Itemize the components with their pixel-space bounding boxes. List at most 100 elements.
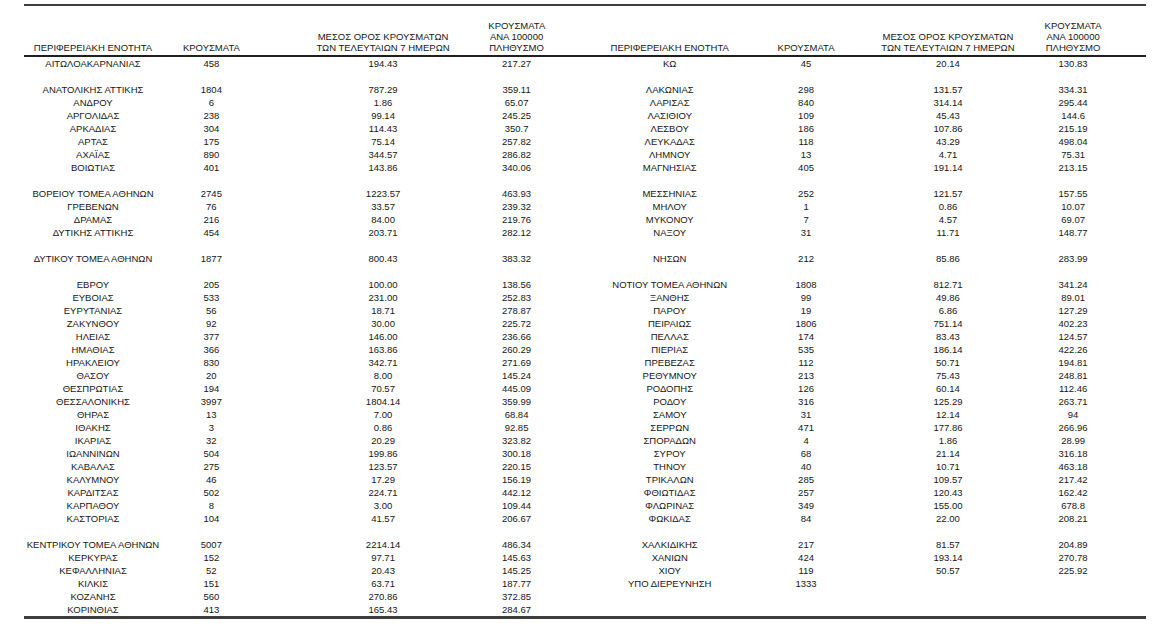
per100k-cell: 206.67 — [505, 512, 527, 525]
per100k-cell: 215.19 — [1038, 122, 1108, 135]
table-row — [585, 590, 1146, 603]
table-row: ΚΑΣΤΟΡΙΑΣ 104 41.57 206.67 — [24, 512, 585, 525]
table-row: ΥΠΟ ΔΙΕΡΕΥΝΗΣΗ 1333 — [585, 577, 1146, 590]
cases-cell: 424 — [754, 551, 857, 564]
avg7-cell: 143.86 — [261, 161, 506, 174]
region-name-cell: ΕΒΡΟΥ — [24, 278, 162, 291]
per100k-cell: 112.46 — [1038, 382, 1108, 395]
row-spacer-cell — [1108, 200, 1146, 213]
table-row — [24, 174, 585, 187]
per100k-cell: 213.15 — [1038, 161, 1108, 174]
avg7-cell: 114.43 — [261, 122, 506, 135]
region-name-cell: ΙΘΑΚΗΣ — [24, 421, 162, 434]
table-row: ΦΘΙΩΤΙΔΑΣ 257 120.43 162.42 — [585, 486, 1146, 499]
cases-cell: 285 — [754, 473, 857, 486]
per100k-cell: 486.34 — [505, 538, 527, 551]
cases-cell: 471 — [754, 421, 857, 434]
row-spacer-cell — [1108, 174, 1146, 187]
table-row: ΛΑΡΙΣΑΣ 840 314.14 295.44 — [585, 96, 1146, 109]
per100k-cell: 162.42 — [1038, 486, 1108, 499]
avg7-cell: 109.57 — [858, 473, 1039, 486]
cases-cell: 1333 — [754, 577, 857, 590]
per100k-cell: 300.18 — [505, 447, 527, 460]
row-spacer-cell — [528, 356, 585, 369]
avg7-cell: 131.57 — [858, 83, 1039, 96]
region-name-cell: ΙΩΑΝΝΙΝΩΝ — [24, 447, 162, 460]
per100k-cell: 68.84 — [505, 408, 527, 421]
row-spacer-cell — [528, 395, 585, 408]
table-row: ΦΛΩΡΙΝΑΣ 349 155.00 678.8 — [585, 499, 1146, 512]
row-spacer-cell — [1108, 161, 1146, 174]
per100k-cell — [1038, 590, 1108, 603]
row-spacer-cell — [528, 382, 585, 395]
avg7-cell: 2214.14 — [261, 538, 506, 551]
row-spacer-cell — [528, 278, 585, 291]
region-name-cell: ΘΕΣΣΑΛΟΝΙΚΗΣ — [24, 395, 162, 408]
row-spacer-cell — [1108, 226, 1146, 239]
column-header-region: ΠΕΡΙΦΕΡΕΙΑΚΗ ΕΝΟΤΗΤΑ — [24, 42, 162, 53]
region-name-cell: ΣΑΜΟΥ — [585, 408, 754, 421]
row-spacer-cell — [1108, 96, 1146, 109]
table-row: ΛΕΣΒΟΥ 186 107.86 215.19 — [585, 122, 1146, 135]
region-name-cell: ΜΑΓΝΗΣΙΑΣ — [585, 161, 754, 174]
table-row: ΛΑΣΙΘΙΟΥ 109 45.43 144.6 — [585, 109, 1146, 122]
table-row — [585, 265, 1146, 278]
per100k-cell: 109.44 — [505, 499, 527, 512]
per100k-cell: 157.55 — [1038, 187, 1108, 200]
region-name-cell: ΚΩ — [585, 57, 754, 70]
avg7-cell: 186.14 — [858, 343, 1039, 356]
regional-cases-table: ΠΕΡΙΦΕΡΕΙΑΚΗ ΕΝΟΤΗΤΑ ΚΡΟΥΣΜΑΤΑ ΜΕΣΟΣ ΟΡΟ… — [24, 4, 1146, 619]
cases-cell: 257 — [754, 486, 857, 499]
per100k-cell: 217.42 — [1038, 473, 1108, 486]
table-row: ΖΑΚΥΝΘΟΥ 92 30.00 225.72 — [24, 317, 585, 330]
avg7-cell: 7.00 — [261, 408, 506, 421]
row-spacer-cell — [1108, 83, 1146, 96]
cases-cell: 152 — [162, 551, 261, 564]
cases-cell: 6 — [162, 96, 261, 109]
table-row: ΜΗΛΟΥ 1 0.86 10.07 — [585, 200, 1146, 213]
per100k-cell: 148.77 — [1038, 226, 1108, 239]
cases-cell: 830 — [162, 356, 261, 369]
column-header-avg7: ΜΕΣΟΣ ΟΡΟΣ ΚΡΟΥΣΜΑΤΩΝ ΤΩΝ ΤΕΛΕΥΤΑΙΩΝ 7 Η… — [261, 31, 506, 53]
region-name-cell: ΛΗΜΝΟΥ — [585, 148, 754, 161]
table-row: ΗΜΑΘΙΑΣ 366 163.86 260.29 — [24, 343, 585, 356]
row-spacer-cell — [528, 83, 585, 96]
avg7-cell: 99.14 — [261, 109, 506, 122]
row-spacer-cell — [528, 525, 585, 538]
table-row: ΞΑΝΘΗΣ 99 49.86 89.01 — [585, 291, 1146, 304]
region-name-cell: ΝΟΤΙΟΥ ΤΟΜΕΑ ΑΘΗΝΩΝ — [585, 278, 754, 291]
cases-cell: 1877 — [162, 252, 261, 265]
table-row: ΔΥΤΙΚΗΣ ΑΤΤΙΚΗΣ 454 203.71 282.12 — [24, 226, 585, 239]
table-row: ΚΕΦΑΛΛΗΝΙΑΣ 52 20.43 145.25 — [24, 564, 585, 577]
avg7-cell: 18.71 — [261, 304, 506, 317]
region-name-cell — [24, 265, 162, 278]
table-row: ΕΥΒΟΙΑΣ 533 231.00 252.83 — [24, 291, 585, 304]
per100k-cell — [1038, 603, 1108, 616]
table-row: ΜΥΚΟΝΟΥ 7 4.57 69.07 — [585, 213, 1146, 226]
row-spacer-cell — [528, 421, 585, 434]
region-name-cell: ΙΚΑΡΙΑΣ — [24, 434, 162, 447]
table-row: ΓΡΕΒΕΝΩΝ 76 33.57 239.32 — [24, 200, 585, 213]
region-name-cell: ΣΠΟΡΑΔΩΝ — [585, 434, 754, 447]
avg7-cell — [858, 70, 1039, 83]
avg7-cell: 45.43 — [858, 109, 1039, 122]
row-spacer-cell — [1108, 278, 1146, 291]
per100k-cell: 402.23 — [1038, 317, 1108, 330]
column-header-per100k: ΚΡΟΥΣΜΑΤΑ ΑΝΑ 100000 ΠΛΗΘΥΣΜΟ — [1038, 20, 1108, 53]
region-name-cell: ΒΟΡΕΙΟΥ ΤΟΜΕΑ ΑΘΗΝΩΝ — [24, 187, 162, 200]
column-header-region-label: ΠΕΡΙΦΕΡΕΙΑΚΗ ΕΝΟΤΗΤΑ — [34, 42, 152, 53]
table-body-left: ΑΙΤΩΛΟΑΚΑΡΝΑΝΙΑΣ 458 194.43 217.27 ΑΝΑΤΟ… — [24, 57, 585, 616]
avg7-cell: 199.86 — [261, 447, 506, 460]
table-header-row: ΠΕΡΙΦΕΡΕΙΑΚΗ ΕΝΟΤΗΤΑ ΚΡΟΥΣΜΑΤΑ ΜΕΣΟΣ ΟΡΟ… — [24, 6, 1146, 57]
region-name-cell: ΦΩΚΙΔΑΣ — [585, 512, 754, 525]
row-spacer-cell — [528, 135, 585, 148]
table-row — [24, 70, 585, 83]
table-row: ΘΑΣΟΥ 20 8.00 145.24 — [24, 369, 585, 382]
table-row: ΛΕΥΚΑΔΑΣ 118 43.29 498.04 — [585, 135, 1146, 148]
avg7-cell: 1.86 — [858, 434, 1039, 447]
cases-cell: 413 — [162, 603, 261, 616]
table-row: ΚΟΖΑΝΗΣ 560 270.86 372.85 — [24, 590, 585, 603]
cases-cell: 5007 — [162, 538, 261, 551]
cases-cell — [162, 70, 261, 83]
row-spacer-cell — [1108, 291, 1146, 304]
